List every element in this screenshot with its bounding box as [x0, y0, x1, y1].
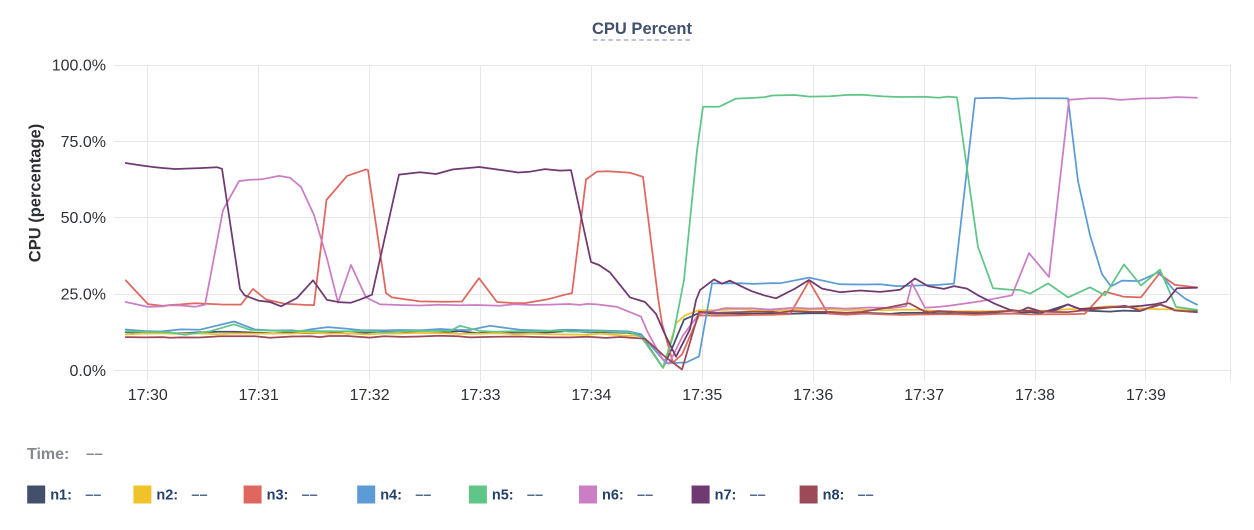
svg-text:––: ––: [86, 446, 103, 463]
svg-text:CPU (percentage): CPU (percentage): [27, 124, 45, 262]
svg-text:n4:: n4:: [380, 488, 402, 504]
svg-text:n5:: n5:: [492, 488, 514, 504]
svg-text:––: ––: [415, 488, 431, 504]
svg-text:––: ––: [85, 488, 101, 504]
svg-text:17:35: 17:35: [682, 387, 722, 404]
svg-text:Time:: Time:: [27, 446, 69, 463]
svg-text:––: ––: [302, 488, 318, 504]
svg-text:0.0%: 0.0%: [70, 363, 106, 380]
svg-text:n3:: n3:: [267, 488, 289, 504]
svg-text:100.0%: 100.0%: [52, 58, 106, 75]
svg-text:17:36: 17:36: [793, 387, 833, 404]
svg-text:n7:: n7:: [715, 488, 737, 504]
svg-text:––: ––: [858, 488, 874, 504]
svg-text:17:30: 17:30: [128, 387, 168, 404]
svg-text:n8:: n8:: [823, 488, 845, 504]
svg-text:––: ––: [191, 488, 207, 504]
svg-text:17:34: 17:34: [571, 387, 611, 404]
svg-text:17:33: 17:33: [460, 387, 500, 404]
svg-text:––: ––: [527, 488, 543, 504]
svg-text:17:39: 17:39: [1126, 387, 1166, 404]
svg-text:n2:: n2:: [156, 488, 178, 504]
svg-text:25.0%: 25.0%: [61, 287, 106, 304]
svg-text:––: ––: [750, 488, 766, 504]
svg-text:17:38: 17:38: [1015, 387, 1055, 404]
svg-text:CPU Percent: CPU Percent: [592, 20, 692, 38]
svg-text:50.0%: 50.0%: [61, 210, 106, 227]
svg-text:n6:: n6:: [602, 488, 624, 504]
svg-text:––: ––: [637, 488, 653, 504]
svg-text:17:37: 17:37: [904, 387, 944, 404]
svg-text:75.0%: 75.0%: [61, 134, 106, 151]
svg-text:n1:: n1:: [50, 488, 72, 504]
svg-text:17:32: 17:32: [350, 387, 390, 404]
svg-text:17:31: 17:31: [239, 387, 279, 404]
